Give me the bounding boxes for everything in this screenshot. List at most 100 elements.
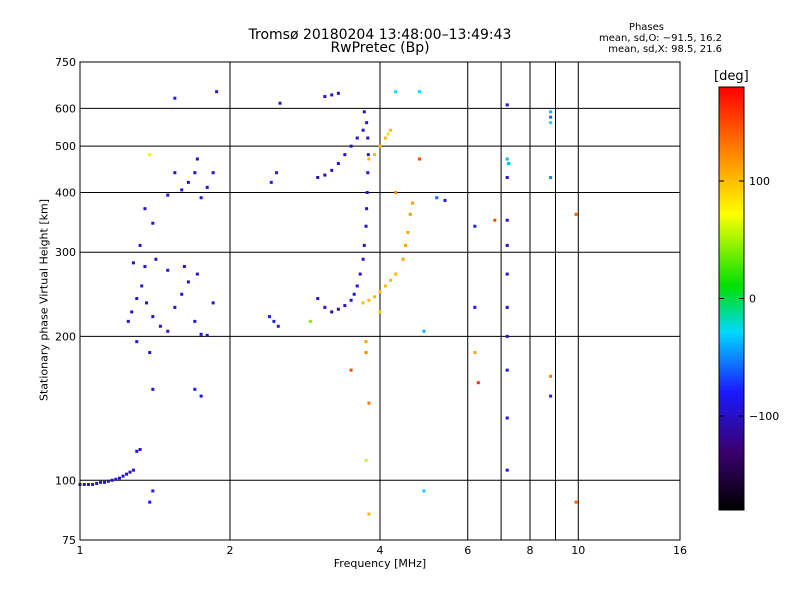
- colorbar-tick-label: 0: [749, 293, 756, 306]
- data-point: [278, 101, 282, 105]
- colorbar-label: [deg]: [714, 69, 749, 84]
- data-point: [140, 284, 144, 288]
- data-point: [117, 476, 121, 480]
- colorbar-tick-label: −100: [749, 410, 779, 423]
- stats-x: mean, sd,X: 98.5, 21.6: [608, 44, 722, 55]
- data-point: [336, 91, 340, 95]
- data-point: [195, 157, 199, 161]
- data-point: [193, 171, 197, 175]
- data-point: [364, 340, 368, 344]
- data-point: [211, 171, 215, 175]
- data-point: [507, 161, 511, 165]
- data-point: [131, 261, 135, 265]
- data-point: [373, 153, 377, 157]
- data-point: [180, 292, 184, 296]
- data-point: [362, 110, 366, 114]
- data-point: [549, 394, 553, 398]
- data-point: [330, 168, 334, 172]
- data-point: [366, 171, 370, 175]
- data-point: [417, 157, 421, 161]
- y-tick-label: 600: [55, 102, 76, 115]
- data-point: [403, 243, 407, 247]
- y-tick-label: 100: [55, 474, 76, 487]
- data-point: [505, 305, 509, 309]
- data-point: [128, 470, 132, 474]
- data-point: [205, 185, 209, 189]
- data-point: [272, 319, 276, 323]
- data-point: [131, 468, 135, 472]
- data-point: [574, 212, 578, 216]
- data-point: [364, 458, 368, 462]
- data-point: [358, 272, 362, 276]
- data-point: [473, 351, 477, 355]
- data-point: [493, 218, 497, 222]
- data-point: [364, 224, 368, 228]
- data-point: [145, 301, 149, 305]
- data-point: [330, 93, 334, 97]
- x-tick-label: 8: [527, 544, 534, 557]
- data-point: [199, 196, 203, 200]
- data-point: [505, 468, 509, 472]
- data-point: [186, 180, 190, 184]
- data-point: [383, 136, 387, 140]
- data-point: [186, 280, 190, 284]
- data-point: [443, 198, 447, 202]
- data-point: [549, 175, 553, 179]
- data-point: [267, 315, 271, 319]
- data-point: [154, 257, 158, 261]
- data-point: [373, 295, 377, 299]
- data-point: [422, 329, 426, 333]
- data-point: [361, 301, 365, 305]
- data-point: [148, 500, 152, 504]
- x-tick-label: 16: [673, 544, 687, 557]
- data-point: [364, 351, 368, 355]
- plot-frame: [79, 61, 681, 541]
- x-tick-label: 1: [77, 544, 84, 557]
- data-point: [138, 243, 142, 247]
- x-tick-label: 4: [377, 544, 384, 557]
- data-point: [365, 190, 369, 194]
- data-point: [367, 157, 371, 161]
- data-point: [121, 474, 125, 478]
- data-point: [173, 305, 177, 309]
- data-point: [386, 132, 390, 136]
- data-point: [275, 171, 279, 175]
- data-point: [151, 387, 155, 391]
- data-point: [151, 221, 155, 225]
- phases-label: Phases: [628, 22, 664, 33]
- data-point: [476, 381, 480, 385]
- data-point: [383, 284, 387, 288]
- data-point: [103, 480, 107, 484]
- data-point: [91, 482, 95, 486]
- colorbar-tick-label: 100: [749, 175, 770, 188]
- data-point: [95, 481, 99, 485]
- y-tick-label: 75: [62, 534, 76, 547]
- data-point: [435, 196, 439, 200]
- data-point: [215, 90, 219, 94]
- data-point: [349, 298, 353, 302]
- y-tick-label: 400: [55, 186, 76, 199]
- data-point: [343, 304, 347, 308]
- data-point: [505, 334, 509, 338]
- data-point: [166, 329, 170, 333]
- data-point: [549, 115, 553, 119]
- data-point: [366, 136, 370, 140]
- x-axis-label: Frequency [MHz]: [333, 557, 427, 570]
- data-point: [308, 319, 312, 323]
- data-point: [135, 449, 139, 453]
- data-point: [505, 103, 509, 107]
- data-point: [349, 368, 353, 372]
- data-point: [352, 292, 356, 296]
- data-point: [148, 153, 152, 157]
- data-point: [389, 278, 393, 282]
- data-point: [151, 489, 155, 493]
- data-point: [110, 478, 114, 482]
- data-point: [473, 305, 477, 309]
- data-point: [106, 479, 110, 483]
- data-point: [138, 447, 142, 451]
- data-point: [330, 310, 334, 314]
- data-point: [406, 230, 410, 234]
- data-point: [166, 268, 170, 272]
- data-point: [365, 207, 369, 211]
- data-point: [505, 175, 509, 179]
